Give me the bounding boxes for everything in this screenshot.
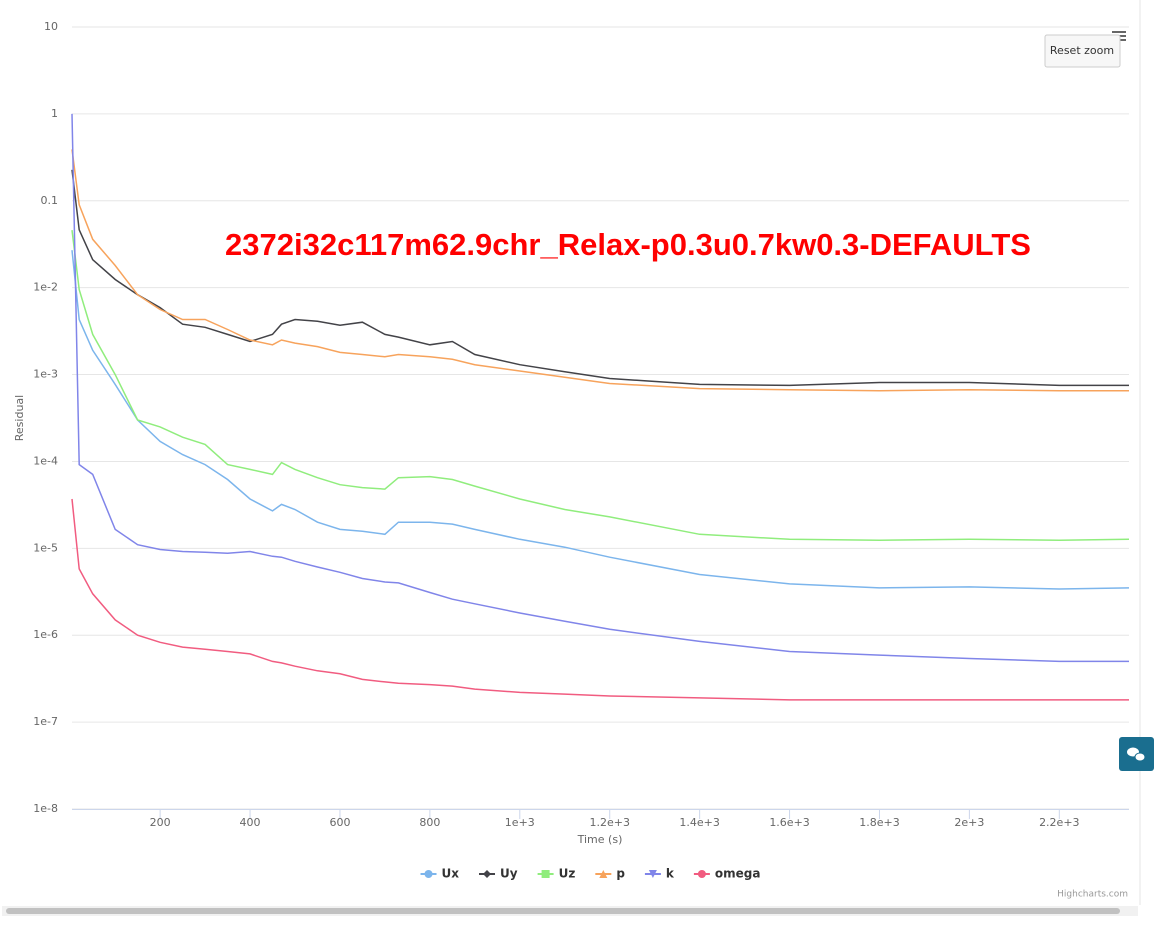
x-tick-label: 200 xyxy=(150,816,171,829)
series-line xyxy=(71,250,1130,590)
series-line xyxy=(71,113,1129,663)
reset-zoom-button[interactable]: Reset zoom xyxy=(1044,34,1121,68)
legend-marker xyxy=(599,870,608,878)
button-label: Reset zoom xyxy=(1050,44,1114,57)
button-box xyxy=(1044,34,1121,68)
legend-item[interactable]: Uy xyxy=(479,867,518,881)
x-tick-label: 1.6e+3 xyxy=(769,816,809,829)
y-tick-label: 1 xyxy=(51,107,58,120)
axis-labels: 1e-8 1e-7 1e-6 1e-5 1e-4 1e-3 1e-2 0.1 1 10 200 400… xyxy=(33,20,1079,829)
chat-bubble xyxy=(1134,752,1146,762)
y-tick-label: 1e-3 xyxy=(33,368,58,381)
series-line xyxy=(71,498,1129,701)
legend-item[interactable]: Ux xyxy=(420,867,460,881)
y-tick-label: 1e-5 xyxy=(33,541,58,554)
x-tick-label: 800 xyxy=(419,816,440,829)
credits[interactable]: Highcharts.com xyxy=(1057,890,1128,900)
legend-marker xyxy=(424,870,433,878)
menu-bar xyxy=(1112,31,1126,33)
grid xyxy=(72,26,1129,819)
legend-marker xyxy=(648,870,657,878)
legend-item[interactable]: omega xyxy=(693,867,761,881)
y-axis-title: Residual xyxy=(13,395,26,441)
series-line xyxy=(71,169,1129,387)
legend-label: Uz xyxy=(559,867,576,881)
legend-item[interactable]: Uz xyxy=(537,867,576,881)
x-tick-label: 2e+3 xyxy=(954,816,984,829)
legend-item[interactable]: k xyxy=(644,867,675,881)
x-axis-title: Time (s) xyxy=(577,833,623,846)
legend-label: Uy xyxy=(500,867,518,881)
annotation: 2372i32c117m62.9chr_Relax-p0.3u0.7kw0.3-… xyxy=(225,227,1031,262)
x-tick-label: 1.8e+3 xyxy=(859,816,899,829)
series-line xyxy=(71,149,1129,392)
y-tick-label: 1e-8 xyxy=(33,802,58,815)
y-tick-label: 1e-4 xyxy=(33,454,58,467)
legend-marker xyxy=(483,870,492,878)
y-tick-label: 0.1 xyxy=(41,194,59,207)
menu-bar xyxy=(1116,39,1126,41)
y-tick-label: 1e-6 xyxy=(33,628,58,641)
legend-label: omega xyxy=(715,867,761,881)
legend-marker xyxy=(697,870,706,878)
legend-marker xyxy=(541,870,550,878)
series-group xyxy=(71,113,1130,701)
x-tick-label: 1e+3 xyxy=(505,816,535,829)
chat-button[interactable] xyxy=(1119,737,1154,771)
x-tick-label: 1.2e+3 xyxy=(589,816,629,829)
legend-label: Ux xyxy=(442,867,460,881)
legend-item[interactable]: p xyxy=(595,867,625,881)
y-tick-label: 1e-7 xyxy=(33,715,58,728)
x-tick-label: 1.4e+3 xyxy=(679,816,719,829)
scrollbar-thumb[interactable] xyxy=(6,908,1120,914)
legend-label: k xyxy=(666,867,675,881)
legend: Ux Uy Uz p k omega xyxy=(420,867,761,881)
series-line xyxy=(71,230,1130,541)
y-tick-label: 1e-2 xyxy=(33,281,58,294)
x-tick-label: 2.2e+3 xyxy=(1039,816,1079,829)
x-tick-label: 400 xyxy=(240,816,261,829)
x-tick-label: 600 xyxy=(329,816,350,829)
y-tick-label: 10 xyxy=(44,20,58,33)
legend-label: p xyxy=(616,867,625,881)
